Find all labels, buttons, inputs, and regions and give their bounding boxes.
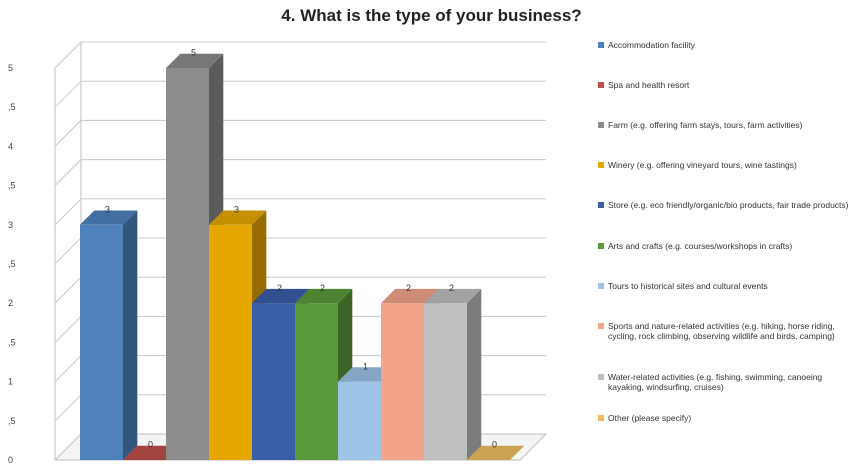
legend-label: Water-related activities (e.g. fishing, … <box>608 372 823 392</box>
legend-item: Accommodation facility <box>598 40 860 50</box>
gridline-side <box>54 120 82 147</box>
legend-swatch <box>598 162 604 168</box>
legend-item: Winery (e.g. offering vineyard tours, wi… <box>598 160 860 170</box>
data-label: 3 <box>234 205 239 215</box>
bar <box>467 445 525 460</box>
legend-label: Tours to historical sites and cultural e… <box>608 281 768 291</box>
tick-layer: 0 ,5 1 ,5 2 ,5 3 ,5 4 ,5 5 <box>8 63 16 465</box>
label-layer: 3 0 5 3 2 2 1 2 2 0 <box>105 48 497 450</box>
bar-front <box>166 68 209 460</box>
bar-front <box>295 303 338 460</box>
legend-item: Sports and nature-related activities (e.… <box>598 321 860 341</box>
bar <box>424 288 482 460</box>
legend-swatch <box>598 374 604 380</box>
bar-top <box>424 288 482 304</box>
data-label: 1 <box>363 361 368 371</box>
gridline-side <box>54 433 82 461</box>
legend-item: Water-related activities (e.g. fishing, … <box>598 372 860 392</box>
legend-item: Spa and health resort <box>598 80 860 90</box>
bar-top <box>295 288 353 304</box>
bar-side <box>123 210 138 460</box>
y-tick-label: 4 <box>8 141 13 151</box>
y-tick-label: ,5 <box>8 259 16 269</box>
legend-label: Accommodation facility <box>608 40 695 50</box>
data-label: 0 <box>492 440 497 450</box>
y-tick-label: 5 <box>8 63 13 73</box>
bar-front <box>209 224 252 460</box>
legend-label: Sports and nature-related activities (e.… <box>608 321 835 341</box>
legend-label: Farm (e.g. offering farm stays, tours, f… <box>608 120 803 130</box>
legend-swatch <box>598 202 604 208</box>
data-label: 2 <box>320 283 325 293</box>
y-tick-label: ,5 <box>8 337 16 347</box>
bar-front <box>381 303 424 460</box>
legend-swatch <box>598 283 604 289</box>
data-label: 0 <box>148 440 153 450</box>
legend-item: Other (please specify) <box>598 413 860 423</box>
bar-top <box>123 445 181 460</box>
data-label: 2 <box>406 283 411 293</box>
data-label: 5 <box>191 48 196 58</box>
legend-swatch <box>598 122 604 128</box>
gridline-side <box>54 159 82 186</box>
legend-item: Store (e.g. eco friendly/organic/bio pro… <box>598 200 860 210</box>
legend-item: Farm (e.g. offering farm stays, tours, f… <box>598 120 860 130</box>
y-tick-label: ,5 <box>8 416 16 426</box>
bar-top <box>338 367 396 382</box>
gridline-side <box>54 276 82 304</box>
data-label: 3 <box>105 205 110 215</box>
legend-item: Arts and crafts (e.g. courses/workshops … <box>598 241 860 251</box>
bar-side <box>467 288 482 460</box>
legend-label: Other (please specify) <box>608 413 692 423</box>
legend-label: Arts and crafts (e.g. courses/workshops … <box>608 241 793 251</box>
bar-front <box>80 224 123 460</box>
gridline-side <box>54 355 82 382</box>
y-tick-label: 1 <box>8 377 13 387</box>
bar <box>123 445 181 460</box>
legend-label: Store (e.g. eco friendly/organic/bio pro… <box>608 200 849 210</box>
y-tick-label: 2 <box>8 298 13 308</box>
bar-front <box>252 303 295 460</box>
bar-top <box>209 210 267 225</box>
legend-item: Tours to historical sites and cultural e… <box>598 281 860 291</box>
gridline-side <box>54 316 82 343</box>
y-tick-label: ,5 <box>8 102 16 112</box>
data-label: 2 <box>449 283 454 293</box>
gridline-side <box>54 237 82 265</box>
bar-front <box>424 303 467 460</box>
bar-front <box>338 381 381 460</box>
chart-title: 4. What is the type of your business? <box>281 6 582 25</box>
gridline-side <box>54 41 82 69</box>
bar-top <box>252 288 310 304</box>
y-tick-label: ,5 <box>8 181 16 191</box>
bar <box>80 210 138 460</box>
legend-swatch <box>598 323 604 329</box>
gridline-side <box>54 80 82 108</box>
y-tick-label: 0 <box>8 455 13 465</box>
bar-layer <box>80 53 525 460</box>
bar-top <box>381 288 439 304</box>
legend-swatch <box>598 42 604 48</box>
bar-top <box>467 445 525 460</box>
legend-swatch <box>598 82 604 88</box>
bar-top <box>80 210 138 225</box>
legend-swatch <box>598 415 604 421</box>
legend-swatch <box>598 243 604 249</box>
data-label: 2 <box>277 283 282 293</box>
gridline-side <box>54 198 82 226</box>
legend-label: Spa and health resort <box>608 80 690 90</box>
legend-label: Winery (e.g. offering vineyard tours, wi… <box>608 160 797 170</box>
y-tick-label: 3 <box>8 220 13 230</box>
bar-top <box>166 53 224 68</box>
gridline-side <box>54 394 82 422</box>
